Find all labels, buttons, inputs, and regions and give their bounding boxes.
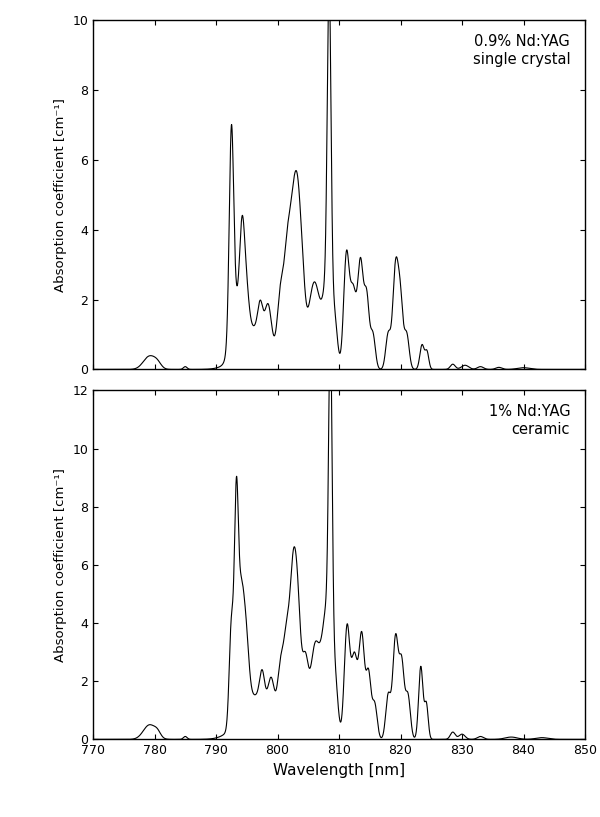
Text: 1% Nd:YAG
ceramic: 1% Nd:YAG ceramic [488, 404, 570, 437]
Y-axis label: Absorption coefficient [cm⁻¹]: Absorption coefficient [cm⁻¹] [54, 98, 67, 292]
X-axis label: Wavelength [nm]: Wavelength [nm] [273, 763, 405, 778]
Y-axis label: Absorption coefficient [cm⁻¹]: Absorption coefficient [cm⁻¹] [54, 468, 67, 662]
Text: 0.9% Nd:YAG
single crystal: 0.9% Nd:YAG single crystal [473, 34, 570, 67]
